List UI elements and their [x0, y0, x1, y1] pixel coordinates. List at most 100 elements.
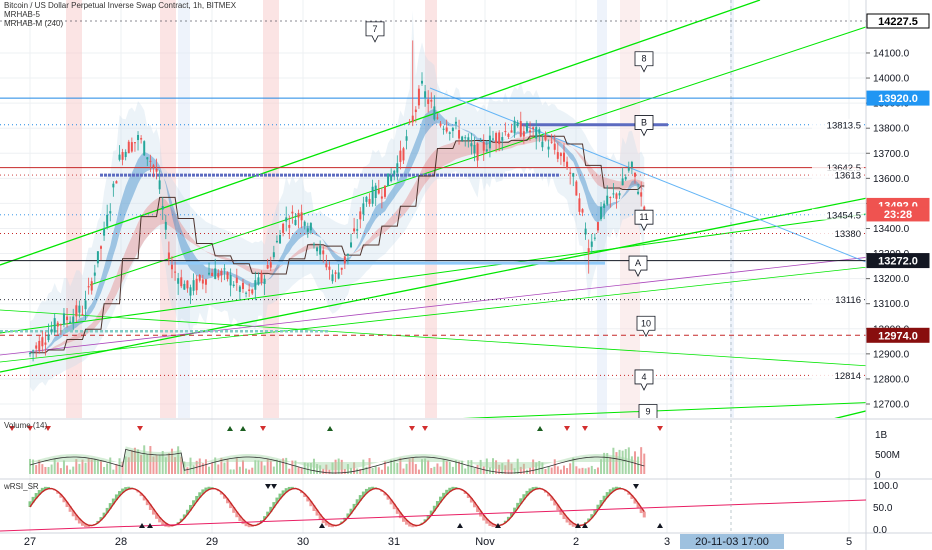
price-badge	[866, 90, 930, 106]
osc-tick: 0.0	[873, 525, 887, 536]
candle-body	[133, 142, 136, 144]
pivot-marker-label: 9	[645, 407, 650, 417]
volume-bar	[146, 454, 149, 474]
volume-bar	[223, 462, 226, 474]
volume-bar	[630, 456, 633, 474]
volume-bar	[485, 458, 488, 474]
volume-bar	[208, 466, 211, 474]
price-tick: 13200.0	[873, 274, 910, 285]
candle-body	[146, 157, 149, 160]
volume-bar	[553, 459, 556, 474]
volume-bar	[507, 459, 510, 474]
volume-bar	[331, 462, 334, 474]
volume-bar	[600, 459, 603, 474]
time-label: 27	[24, 536, 36, 548]
volume-bar	[476, 465, 479, 474]
level-label: 13813.5	[827, 120, 861, 131]
candle-body	[343, 256, 346, 264]
volume-bar	[59, 468, 62, 474]
volume-bar	[396, 462, 399, 474]
volume-bar	[96, 459, 99, 474]
candle-body	[152, 165, 155, 168]
pivot-marker: 10	[636, 315, 656, 338]
volume-bar	[618, 449, 621, 474]
volume-bar	[340, 459, 343, 474]
candle-body	[112, 183, 115, 188]
candle-body	[587, 248, 590, 253]
volume-bar	[90, 459, 93, 474]
indicator-label-1: MRHAB-5	[4, 10, 41, 19]
volume-bar	[167, 453, 170, 474]
volume-bar	[624, 449, 627, 474]
candle-body	[245, 292, 248, 294]
volume-bar	[578, 468, 581, 474]
volume-bar	[544, 468, 547, 474]
volume-down-arrow	[422, 426, 428, 431]
volume-bar	[177, 446, 180, 474]
osc-triangle	[495, 523, 501, 528]
candle-body	[312, 243, 315, 245]
candle-body	[121, 152, 124, 160]
price-tick: 12900.0	[873, 349, 910, 360]
candle-body	[214, 268, 217, 279]
candle-body	[532, 127, 535, 130]
volume-bar	[467, 460, 470, 474]
cursor-time-text: 20-11-03 17:00	[695, 536, 769, 548]
candle-body	[637, 191, 640, 194]
candle-body	[596, 222, 599, 231]
pivot-marker: A	[628, 255, 648, 277]
candle-body	[544, 134, 547, 140]
volume-bar	[115, 464, 118, 474]
candle-body	[519, 121, 522, 137]
volume-bar	[522, 463, 525, 474]
candle-body	[383, 185, 386, 197]
candle-body	[47, 334, 50, 341]
volume-bar	[627, 447, 630, 474]
candle-body	[81, 314, 84, 316]
volume-bar	[575, 466, 578, 474]
candle-body	[572, 173, 575, 177]
volume-bar	[183, 461, 186, 474]
volume-bar	[130, 450, 133, 474]
volume-bar	[559, 469, 562, 474]
volume-bar	[393, 459, 396, 474]
step-indicator-line	[30, 135, 645, 354]
volume-bar	[414, 464, 417, 474]
volume-bar	[306, 463, 309, 474]
volume-bar	[633, 451, 636, 474]
price-tick: 14000.0	[873, 74, 910, 85]
volume-bar	[192, 465, 195, 474]
price-tick: 13600.0	[873, 174, 910, 185]
volume-bar	[41, 464, 44, 474]
volume-down-arrow	[9, 426, 15, 431]
price-tick: 13100.0	[873, 299, 910, 310]
pivot-marker-label: 8	[641, 54, 646, 64]
candle-body	[405, 136, 408, 141]
pivot-marker-label: B	[641, 117, 647, 127]
volume-bar	[282, 458, 285, 474]
volume-bar	[38, 460, 41, 474]
volume-bar	[272, 466, 275, 474]
volume-bar	[297, 467, 300, 474]
candle-body	[451, 127, 454, 132]
candle-body	[93, 272, 96, 276]
candle-body	[29, 352, 31, 355]
candle-body	[263, 278, 266, 284]
candle-body	[319, 245, 322, 255]
candle-body	[458, 130, 461, 139]
osc-triangle	[271, 484, 277, 489]
candle-body	[550, 141, 553, 143]
volume-bar	[109, 457, 112, 474]
volume-bar	[143, 445, 146, 474]
volume-bar	[387, 466, 390, 474]
candle-body	[414, 109, 417, 113]
candle-body	[393, 170, 396, 175]
candle-body	[285, 217, 288, 222]
price-tick: 12700.0	[873, 400, 910, 411]
candle-body	[235, 277, 238, 283]
volume-bar	[319, 465, 322, 474]
volume-bar	[356, 468, 359, 474]
candle-body	[584, 228, 587, 235]
